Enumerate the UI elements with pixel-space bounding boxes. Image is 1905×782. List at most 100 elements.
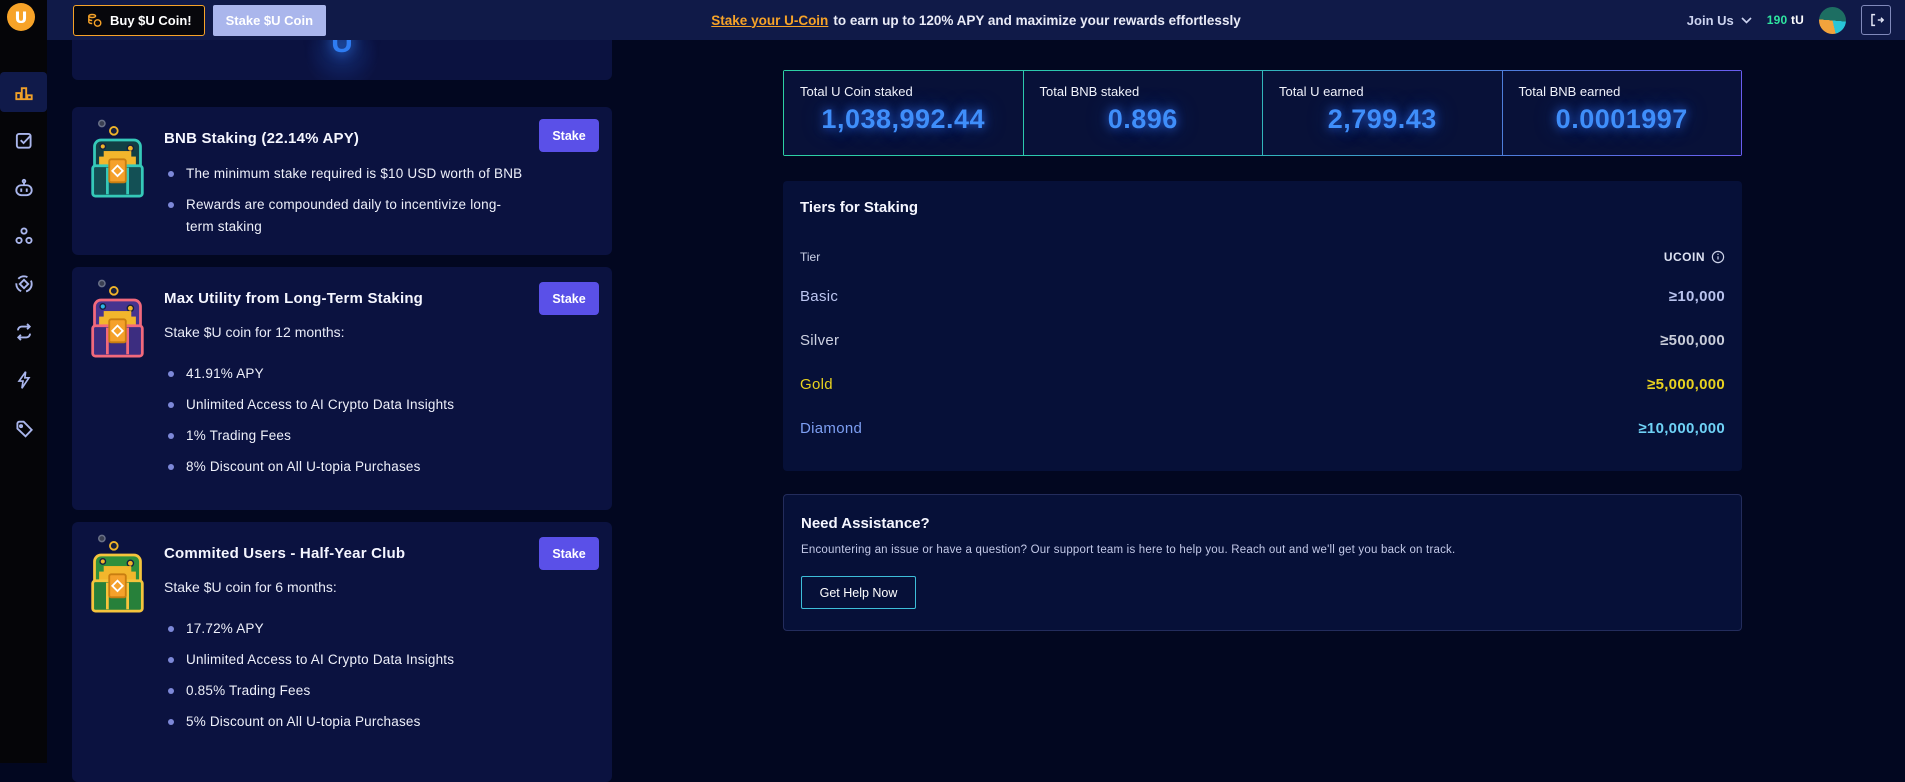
tier-row-basic: Basic ≥10,000 — [800, 274, 1725, 318]
benefit-item: 0.85% Trading Fees — [164, 680, 529, 702]
stake-ucoin-button[interactable]: Stake $U Coin — [212, 4, 327, 36]
buy-ucoin-button[interactable]: Buy $U Coin! — [73, 4, 205, 36]
stat-total-bnb-earned: Total BNB earned 0.0001997 — [1502, 71, 1741, 155]
logout-button[interactable] — [1861, 5, 1891, 35]
card-title: BNB Staking (22.14% APY) — [164, 130, 360, 147]
tier-row-diamond: Diamond ≥10,000,000 — [800, 406, 1725, 450]
sidebar-item-ai-bot[interactable] — [0, 168, 47, 208]
tiers-panel: Tiers for Staking Tier UCOIN Basic ≥10,0… — [783, 181, 1742, 471]
staking-card-longterm: Stake Max Utility from Long-Term Staking… — [72, 267, 612, 510]
stat-value: 0.896 — [1107, 104, 1178, 134]
glow-decoration — [297, 40, 387, 80]
ucoin-glyph: U — [331, 40, 353, 59]
tier-threshold: ≥5,000,000 — [1647, 375, 1725, 393]
tier-name: Silver — [800, 331, 840, 349]
get-help-button[interactable]: Get Help Now — [801, 576, 916, 609]
nodes-icon — [14, 227, 33, 244]
lightning-icon — [16, 371, 31, 389]
benefit-item: 8% Discount on All U-topia Purchases — [164, 456, 529, 478]
stat-label: Total U earned — [1279, 84, 1364, 99]
repeat-icon — [16, 323, 31, 341]
sidebar-item-network[interactable] — [0, 216, 47, 256]
tier-threshold: ≥10,000 — [1668, 287, 1725, 305]
sidebar-item-rewards[interactable] — [0, 264, 47, 304]
benefit-item: 41.91% APY — [164, 363, 529, 385]
logout-icon — [1871, 13, 1885, 27]
check-square-icon — [15, 133, 32, 149]
chevron-down-icon — [1741, 16, 1752, 24]
treasure-chest-icon — [91, 279, 144, 358]
totals-bar: Total U Coin staked 1,038,992.44 Total B… — [783, 70, 1742, 156]
benefit-item: 5% Discount on All U-topia Purchases — [164, 711, 529, 733]
stat-label: Total BNB earned — [1518, 84, 1621, 99]
benefit-list: 41.91% APY Unlimited Access to AI Crypto… — [164, 363, 529, 478]
stake-button[interactable]: Stake — [539, 282, 599, 315]
stake-ucoin-link[interactable]: Stake your U-Coin — [711, 12, 829, 28]
sidebar-item-tasks[interactable] — [0, 120, 47, 160]
benefit-list: 17.72% APY Unlimited Access to AI Crypto… — [164, 618, 529, 733]
tag-icon — [15, 420, 33, 438]
balance-amount: 190 — [1766, 13, 1788, 27]
stat-label: Total BNB staked — [1039, 84, 1140, 99]
stat-total-ucoin-staked: Total U Coin staked 1,038,992.44 — [784, 71, 1023, 155]
wallet-balance: 190 tU — [1767, 13, 1804, 27]
staking-card-partial[interactable]: U — [72, 40, 612, 80]
staking-card-bnb: Stake BNB Staking (22.14% APY) The minim… — [72, 107, 612, 255]
tier-row-silver: Silver ≥500,000 — [800, 318, 1725, 362]
ucoin-column-header: UCOIN — [1663, 250, 1705, 264]
stake-button[interactable]: Stake — [539, 119, 599, 152]
assistance-panel: Need Assistance? Encountering an issue o… — [783, 494, 1742, 631]
topbar: Buy $U Coin! Stake $U Coin Stake your U-… — [47, 0, 1905, 40]
app-logo[interactable]: U — [7, 3, 35, 31]
balance-unit: tU — [1790, 13, 1804, 27]
stat-value: 0.0001997 — [1555, 104, 1688, 134]
card-title: Commited Users - Half-Year Club — [164, 545, 406, 562]
benefit-item: 17.72% APY — [164, 618, 529, 640]
stat-label: Total U Coin staked — [800, 84, 913, 99]
info-icon[interactable] — [1711, 250, 1725, 264]
staking-card-halfyear: Stake Commited Users - Half-Year Club St… — [72, 522, 612, 782]
tier-threshold: ≥10,000,000 — [1638, 419, 1725, 437]
tier-name: Basic — [800, 287, 839, 305]
sidebar: U — [0, 0, 47, 763]
coins-icon — [88, 13, 102, 27]
benefit-item: 1% Trading Fees — [164, 425, 529, 447]
sidebar-item-boost[interactable] — [0, 360, 47, 400]
stat-value: 1,038,992.44 — [821, 104, 986, 134]
card-subtitle: Stake $U coin for 6 months: — [164, 579, 337, 595]
sidebar-item-swap[interactable] — [0, 312, 47, 352]
sidebar-item-offers[interactable] — [0, 408, 47, 448]
benefit-item: The minimum stake required is $10 USD wo… — [164, 163, 529, 185]
target-icon — [14, 275, 33, 293]
benefit-list: The minimum stake required is $10 USD wo… — [164, 163, 529, 238]
stat-total-u-earned: Total U earned 2,799.43 — [1263, 71, 1502, 155]
card-title: Max Utility from Long-Term Staking — [164, 290, 424, 307]
card-subtitle: Stake $U coin for 12 months: — [164, 324, 345, 340]
assistance-title: Need Assistance? — [801, 515, 930, 532]
tier-name: Diamond — [800, 419, 863, 437]
stat-value: 2,799.43 — [1327, 104, 1437, 134]
promo-tagline: Stake your U-Coin to earn up to 120% APY… — [711, 0, 1240, 40]
benefit-item: Rewards are compounded daily to incentiv… — [164, 194, 529, 238]
treasure-chest-icon — [91, 534, 144, 613]
tiers-title: Tiers for Staking — [800, 199, 919, 216]
tier-name: Gold — [800, 375, 833, 393]
tier-row-gold: Gold ≥5,000,000 — [800, 362, 1725, 406]
main-panel: Total U Coin staked 1,038,992.44 Total B… — [783, 70, 1742, 631]
tier-threshold: ≥500,000 — [1660, 331, 1725, 349]
benefit-item: Unlimited Access to AI Crypto Data Insig… — [164, 394, 529, 416]
tier-column-header: Tier — [800, 250, 821, 264]
tagline-text: to earn up to 120% APY and maximize your… — [833, 12, 1241, 28]
join-us-label: Join Us — [1686, 12, 1734, 28]
stake-button[interactable]: Stake — [539, 537, 599, 570]
sidebar-item-dashboard[interactable] — [0, 72, 47, 112]
join-us-menu[interactable]: Join Us — [1687, 13, 1752, 28]
treasure-chest-icon — [91, 119, 144, 198]
staking-card-list: U Stake BNB Staking (22.14% APY) The min… — [72, 40, 612, 782]
robot-icon — [14, 178, 33, 197]
benefit-item: Unlimited Access to AI Crypto Data Insig… — [164, 649, 529, 671]
stat-total-bnb-staked: Total BNB staked 0.896 — [1023, 71, 1262, 155]
bar-chart-icon — [14, 87, 33, 101]
buy-ucoin-label: Buy $U Coin! — [110, 12, 192, 28]
avatar[interactable] — [1819, 6, 1846, 34]
